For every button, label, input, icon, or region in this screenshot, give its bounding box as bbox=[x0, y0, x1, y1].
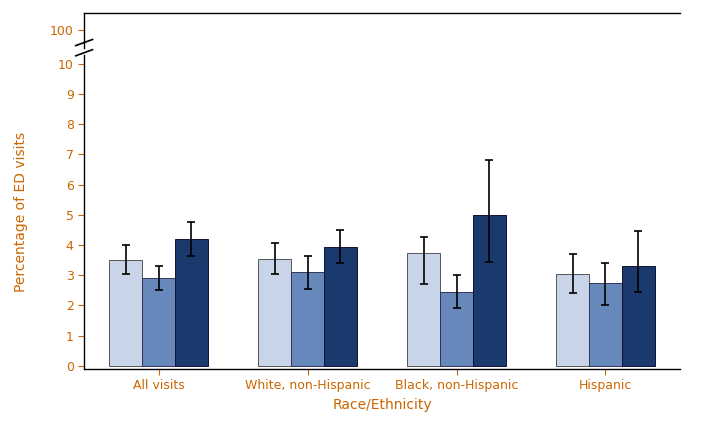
Bar bbox=[407, 253, 440, 366]
Bar bbox=[324, 246, 357, 366]
Bar bbox=[175, 239, 207, 366]
Bar bbox=[142, 278, 175, 366]
X-axis label: Race/Ethnicity: Race/Ethnicity bbox=[332, 398, 432, 412]
Bar bbox=[259, 259, 291, 366]
Bar bbox=[440, 292, 473, 366]
Bar bbox=[589, 283, 622, 366]
Bar bbox=[291, 272, 324, 366]
Bar bbox=[622, 266, 655, 366]
Legend: All, Female, Male: All, Female, Male bbox=[179, 64, 260, 123]
Bar bbox=[109, 260, 142, 366]
Bar bbox=[557, 274, 589, 366]
Bar bbox=[473, 215, 505, 366]
Text: Percentage of ED visits: Percentage of ED visits bbox=[14, 132, 28, 292]
